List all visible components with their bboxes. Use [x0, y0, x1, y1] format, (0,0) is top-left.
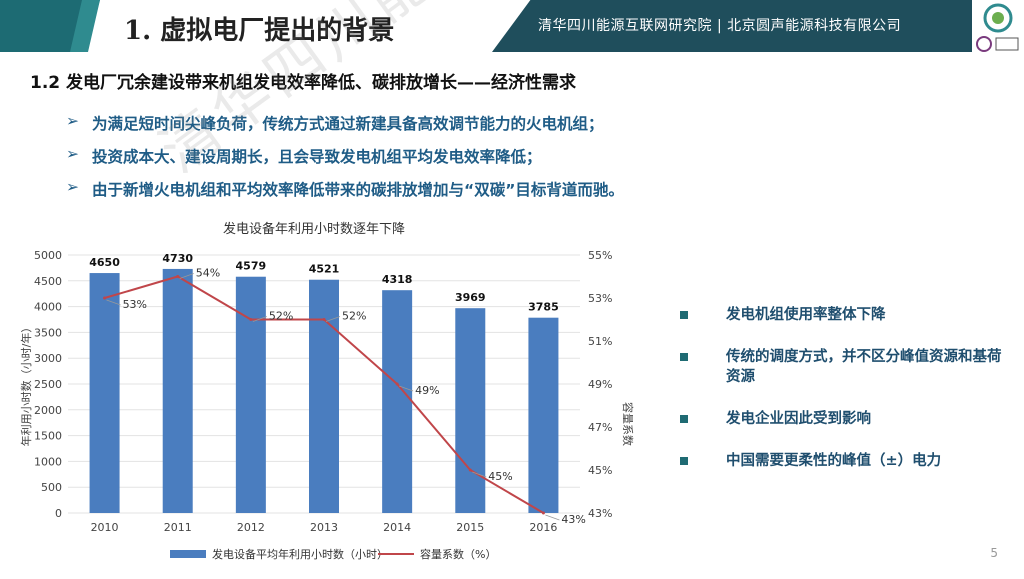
bullet-text: 为满足短时间尖峰负荷，传统方式通过新建具备高效调节能力的火电机组； — [92, 115, 604, 133]
bullet-text: 由于新增火电机组和平均效率降低带来的碳排放增加与“双碳”目标背道而驰。 — [92, 181, 624, 199]
legend-bar-label: 发电设备平均年利用小时数（小时） — [212, 547, 388, 561]
line-label-leader — [252, 316, 267, 322]
key-point-text: 中国需要更柔性的峰值（±）电力 — [726, 453, 942, 469]
page-number: 5 — [990, 546, 998, 560]
x-tick-label: 2015 — [456, 521, 484, 534]
square-bullet-icon — [680, 353, 688, 361]
page-title: 1. 虚拟电厂提出的背景 — [124, 16, 395, 46]
line-value-label: 45% — [488, 470, 512, 483]
bar-value-label: 3785 — [528, 301, 559, 314]
x-tick-label: 2011 — [164, 521, 192, 534]
bar-value-label: 4579 — [236, 260, 267, 273]
chart-title: 发电设备年利用小时数逐年下降 — [223, 221, 405, 237]
y2-tick-label: 51% — [588, 335, 612, 348]
bar-value-label: 3969 — [455, 291, 486, 304]
y-tick-label: 500 — [41, 481, 62, 494]
key-point-text: 发电企业因此受到影响 — [726, 411, 871, 427]
bullet-item: ➢ 投资成本大、建设周期长，且会导致发电机组平均发电效率降低； — [66, 145, 624, 178]
line-value-label: 49% — [415, 384, 439, 397]
line-point — [468, 468, 472, 472]
y-axis-label: 年利用小时数（小时/年） — [20, 322, 33, 447]
y2-tick-label: 47% — [588, 421, 612, 434]
line-point — [541, 511, 545, 515]
line-point — [249, 318, 253, 321]
x-tick-label: 2014 — [383, 521, 411, 534]
key-point-item: 发电机组使用率整体下降 — [676, 305, 1006, 325]
bar — [382, 290, 413, 513]
line-value-label: 54% — [196, 267, 220, 280]
y2-tick-label: 49% — [588, 378, 612, 391]
y-tick-label: 1000 — [34, 455, 62, 468]
bullet-item: ➢ 为满足短时间尖峰负荷，传统方式通过新建具备高效调节能力的火电机组； — [66, 112, 624, 145]
line-label-leader — [399, 385, 414, 392]
line-label-leader — [545, 514, 560, 521]
institute-logo-icon — [976, 3, 1019, 52]
legend-bar-swatch — [170, 550, 206, 558]
institution-banner — [492, 0, 972, 52]
x-tick-label: 2016 — [529, 521, 557, 534]
line-label-leader — [325, 316, 341, 322]
key-point-item: 发电企业因此受到影响 — [676, 409, 1006, 429]
chart-container: 发电设备年利用小时数逐年下降 0 500 1000 1500 2000 2500 3000 35… — [19, 215, 640, 575]
y2-tick-label: 43% — [588, 507, 612, 520]
line-label-leader — [106, 299, 121, 306]
bar — [162, 268, 193, 513]
bullet-list: ➢ 为满足短时间尖峰负荷，传统方式通过新建具备高效调节能力的火电机组； ➢ 投资成本… — [66, 112, 624, 211]
bar — [89, 273, 120, 513]
y2-axis-label: 容量系数 — [621, 402, 635, 446]
y-tick-label: 3000 — [34, 352, 62, 365]
bar-value-label: 4650 — [89, 256, 120, 269]
key-point-text: 发电机组使用率整体下降 — [726, 307, 886, 323]
line-point — [103, 296, 107, 300]
x-tick-label: 2010 — [91, 521, 119, 534]
y-tick-label: 4500 — [34, 275, 62, 288]
y-tick-label: 3500 — [34, 326, 62, 339]
line-point — [395, 382, 399, 386]
institution-banner-text: 清华四川能源互联网研究院 | 北京圆声能源科技有限公司 — [538, 18, 902, 34]
bullet-text: 投资成本大、建设周期长，且会导致发电机组平均发电效率降低； — [92, 148, 542, 166]
arrow-bullet-icon: ➢ — [66, 178, 79, 196]
bar — [528, 317, 559, 513]
key-point-item: 传统的调度方式，并不区分峰值资源和基荷资源 — [676, 347, 1006, 387]
y-tick-label: 0 — [55, 507, 62, 520]
square-bullet-icon — [680, 311, 688, 319]
line-value-label: 53% — [123, 298, 147, 311]
y2-tick-label: 45% — [588, 464, 612, 477]
logo-group — [972, 0, 1024, 60]
y-tick-label: 2000 — [34, 404, 62, 417]
y-tick-label: 5000 — [34, 249, 62, 262]
arrow-bullet-icon: ➢ — [66, 112, 79, 130]
bullet-item: ➢ 由于新增火电机组和平均效率降低带来的碳排放增加与“双碳”目标背道而驰。 — [66, 178, 624, 211]
x-tick-label: 2012 — [237, 521, 265, 534]
x-tick-label: 2013 — [310, 521, 338, 534]
utilization-chart: 发电设备年利用小时数逐年下降 0 500 1000 1500 2000 2500 3000 35… — [19, 221, 635, 561]
key-point-item: 中国需要更柔性的峰值（±）电力 — [676, 451, 1006, 471]
line-value-label: 43% — [561, 513, 585, 526]
y-tick-label: 1500 — [34, 430, 62, 443]
bar — [235, 276, 266, 513]
key-point-text: 传统的调度方式，并不区分峰值资源和基荷资源 — [726, 349, 1002, 385]
arrow-bullet-icon: ➢ — [66, 145, 79, 163]
y2-tick-label: 53% — [588, 292, 612, 305]
bar-value-label: 4730 — [162, 252, 193, 265]
square-bullet-icon — [680, 457, 688, 465]
square-bullet-icon — [680, 415, 688, 423]
line-point — [176, 275, 180, 278]
section-subtitle: 1.2 发电厂冗余建设带来机组发电效率降低、碳排放增长——经济性需求 — [30, 73, 577, 93]
bar — [309, 279, 339, 513]
bar — [455, 308, 486, 513]
y2-tick-label: 55% — [588, 249, 612, 262]
line-point — [322, 318, 326, 321]
y-tick-label: 2500 — [34, 378, 62, 391]
line-value-label: 52% — [269, 310, 293, 323]
line-label-leader — [472, 471, 487, 478]
legend-line-label: 容量系数（%） — [420, 547, 496, 561]
line-value-label: 52% — [342, 310, 366, 323]
bar-value-label: 4521 — [309, 263, 340, 276]
y-tick-label: 4000 — [34, 301, 62, 314]
line-label-leader — [179, 273, 194, 279]
key-points-list: 发电机组使用率整体下降 传统的调度方式，并不区分峰值资源和基荷资源 发电企业因此… — [676, 305, 1006, 471]
bar-value-label: 4318 — [382, 273, 413, 286]
